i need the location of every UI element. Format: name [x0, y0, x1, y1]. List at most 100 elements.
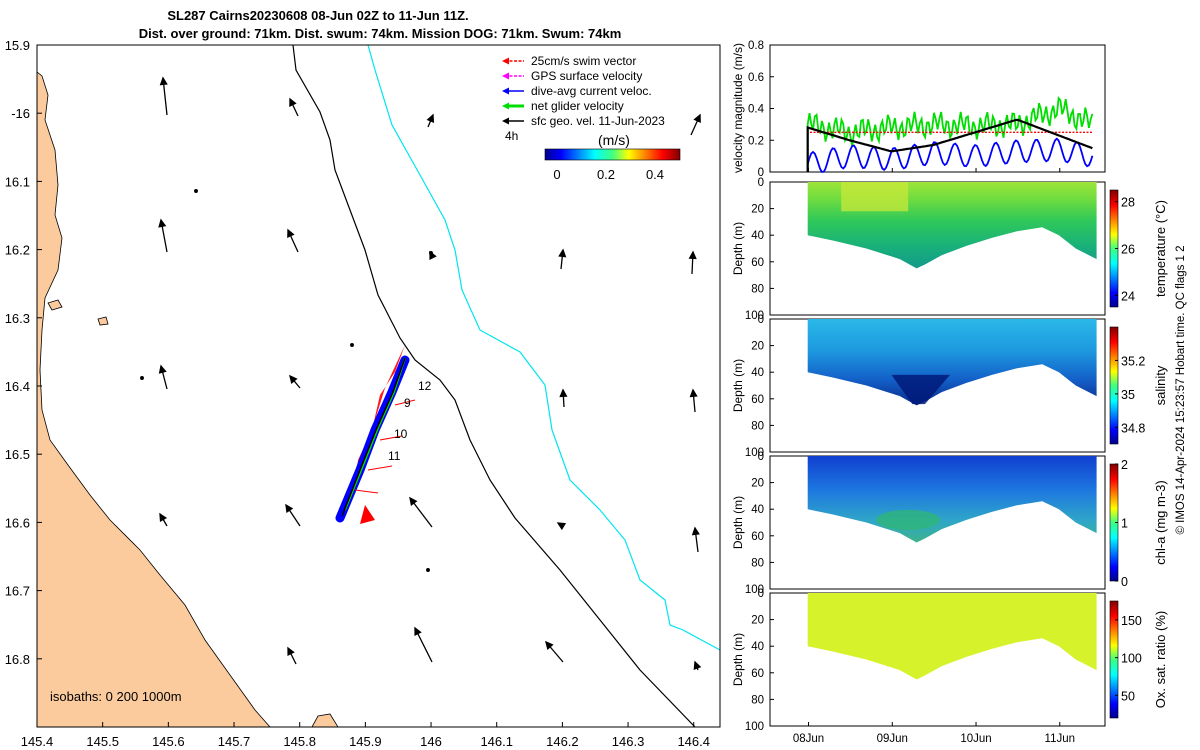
map-island-dot	[140, 376, 144, 380]
colorbar-tick-1: 0.2	[597, 167, 615, 182]
map-x-tick-label: 145.4	[21, 734, 54, 749]
depth-tick-label: 80	[751, 283, 764, 295]
velocity-y-tick-label: 0.2	[748, 135, 764, 147]
legend-item: sfc geo. vel. 11-Jun-2023	[502, 114, 665, 128]
map-y-tick-label: 16.4	[5, 379, 30, 394]
geo-velocity-arrowhead	[159, 512, 168, 523]
colorbar-tick-0: 0	[553, 167, 560, 182]
velocity-y-tick-label: 0.8	[748, 40, 764, 52]
velocity-y-tick-label: 0.4	[748, 104, 765, 116]
depth-tick-label: 60	[751, 531, 764, 543]
depth-tick-label: 80	[751, 694, 764, 706]
map-x-tick-label: 146.4	[677, 734, 710, 749]
colorbar-tick-label: 100	[1121, 652, 1142, 666]
map-island-dot	[426, 568, 430, 572]
map-x-tick-label: 146.3	[612, 734, 645, 749]
day-label-9: 9	[404, 396, 411, 410]
island-south	[311, 713, 339, 727]
geo-velocity-arrowhead	[158, 364, 167, 374]
colorbar-tick-label: 35	[1121, 388, 1135, 402]
geo-velocity-arrowhead	[545, 640, 554, 650]
depth-tick-label: 100	[745, 310, 764, 322]
map-x-tick-label: 145.7	[218, 734, 251, 749]
velocity-y-tick-label: 0	[758, 167, 764, 179]
legend-label: GPS surface velocity	[531, 69, 642, 83]
map-y-tick-label: 16.2	[5, 243, 30, 258]
day-label-11: 11	[388, 449, 401, 463]
isobaths-note: isobaths: 0 200 1000m	[50, 689, 182, 704]
map-y-tick-label: 16.3	[5, 311, 30, 326]
map-island-dot	[194, 189, 198, 193]
geo-velocity-arrowhead	[556, 522, 567, 531]
map-x-tick-label: 145.6	[152, 734, 185, 749]
velocity-series-line	[806, 118, 1093, 172]
island-small-1	[47, 299, 63, 311]
warm-patch	[841, 182, 909, 212]
geo-velocity-arrowhead	[559, 388, 568, 398]
depth-tick-label: 0	[758, 451, 764, 463]
depth-tick-label: 20	[751, 341, 764, 353]
geo-velocity-arrowhead	[158, 218, 167, 228]
colorbar-unit: (m/s)	[598, 132, 630, 148]
time-tick-label: 08Jun	[793, 733, 824, 745]
island-small-2	[97, 316, 109, 326]
profile-data-field	[807, 593, 1097, 680]
depth-ylabel: Depth (m)	[731, 222, 745, 275]
title-line2: Dist. over ground: 71km. Dist. swum: 74k…	[139, 26, 622, 41]
map-x-tick-label: 146.2	[546, 734, 579, 749]
colorbar-tick-2: 0.4	[646, 167, 664, 182]
depth-tick-label: 0	[758, 588, 764, 600]
legend-arrowhead	[502, 57, 509, 65]
velocity-ylabel: velocity magnitude (m/s)	[731, 43, 745, 173]
map-y-tick-label: 15.9	[5, 38, 30, 53]
velocity-panel: 0 0.2 0.4 0.6 0.8 velocity magnitude (m/s)	[731, 40, 1106, 179]
map-x-tick-label: 145.9	[349, 734, 382, 749]
geo-velocity-arrowhead	[285, 503, 294, 514]
depth-tick-label: 40	[751, 230, 764, 242]
geo-velocity-arrowhead	[287, 646, 295, 657]
colorbar-tick-label: 0	[1121, 575, 1128, 589]
map-x-tick-label: 146.1	[480, 734, 513, 749]
colorbar-tick-label: 35.2	[1121, 354, 1145, 368]
fresh-patch	[891, 374, 951, 405]
credit-text: © IMOS 14-Apr-2024 15:23:57 Hobart time.…	[1175, 245, 1187, 534]
colorbar-tick-label: 2	[1121, 458, 1128, 472]
map-panel: 12 9 10 11 145.4 145.5 145.6 145.7 145.8 145.…	[5, 38, 721, 749]
depth-tick-label: 40	[751, 504, 764, 516]
geo-velocity-arrowhead	[688, 250, 697, 260]
legend-arrowhead	[502, 117, 509, 125]
colorbar-tick-label: 1	[1121, 517, 1128, 531]
colorbar-tick-label: 50	[1121, 689, 1135, 703]
speed-colorbar	[544, 148, 681, 161]
geo-velocity-arrowhead	[558, 248, 567, 258]
map-x-tick-label: 145.8	[283, 734, 316, 749]
legend-arrowhead	[502, 87, 509, 95]
legend-scale-note: 4h	[505, 129, 518, 143]
geo-velocity-arrowhead	[426, 113, 435, 123]
depth-tick-label: 40	[751, 367, 764, 379]
profile-panel: 0 20 40 60 80 100 Depth (m) 150 100 50 Ox. sat. ra…	[731, 588, 1168, 733]
depth-tick-label: 100	[745, 721, 764, 733]
geo-velocity-arrowhead	[287, 228, 295, 239]
depth-tick-label: 0	[758, 314, 764, 326]
depth-tick-label: 80	[751, 420, 764, 432]
map-y-tick-label: -16	[11, 106, 30, 121]
depth-tick-label: 60	[751, 257, 764, 269]
isobath-1000m	[367, 45, 720, 651]
colorbar-label: temperature (°C)	[1153, 200, 1168, 297]
map-y-axis: 15.9 -16 16.1 16.2 16.3 16.4 16.5 16.6 16.7 16.8	[5, 38, 42, 667]
profile-panel: 0 20 40 60 80 100 Depth (m) 35.2 35 34.8 salinity	[731, 314, 1168, 459]
isobath-200m	[292, 45, 696, 727]
map-y-tick-label: 16.8	[5, 652, 30, 667]
depth-tick-label: 0	[758, 177, 764, 189]
geo-velocity-arrowhead	[693, 660, 702, 670]
colorbar-label: Ox. sat. ratio (%)	[1153, 611, 1168, 709]
geo-velocity-arrowhead	[289, 97, 297, 108]
velocity-series-line	[807, 131, 1093, 172]
depth-tick-label: 80	[751, 557, 764, 569]
depth-tick-label: 100	[745, 584, 764, 596]
legend-item: 25cm/s swim vector	[502, 54, 636, 68]
depth-ylabel: Depth (m)	[731, 496, 745, 549]
profile-colorbar	[1109, 600, 1119, 719]
